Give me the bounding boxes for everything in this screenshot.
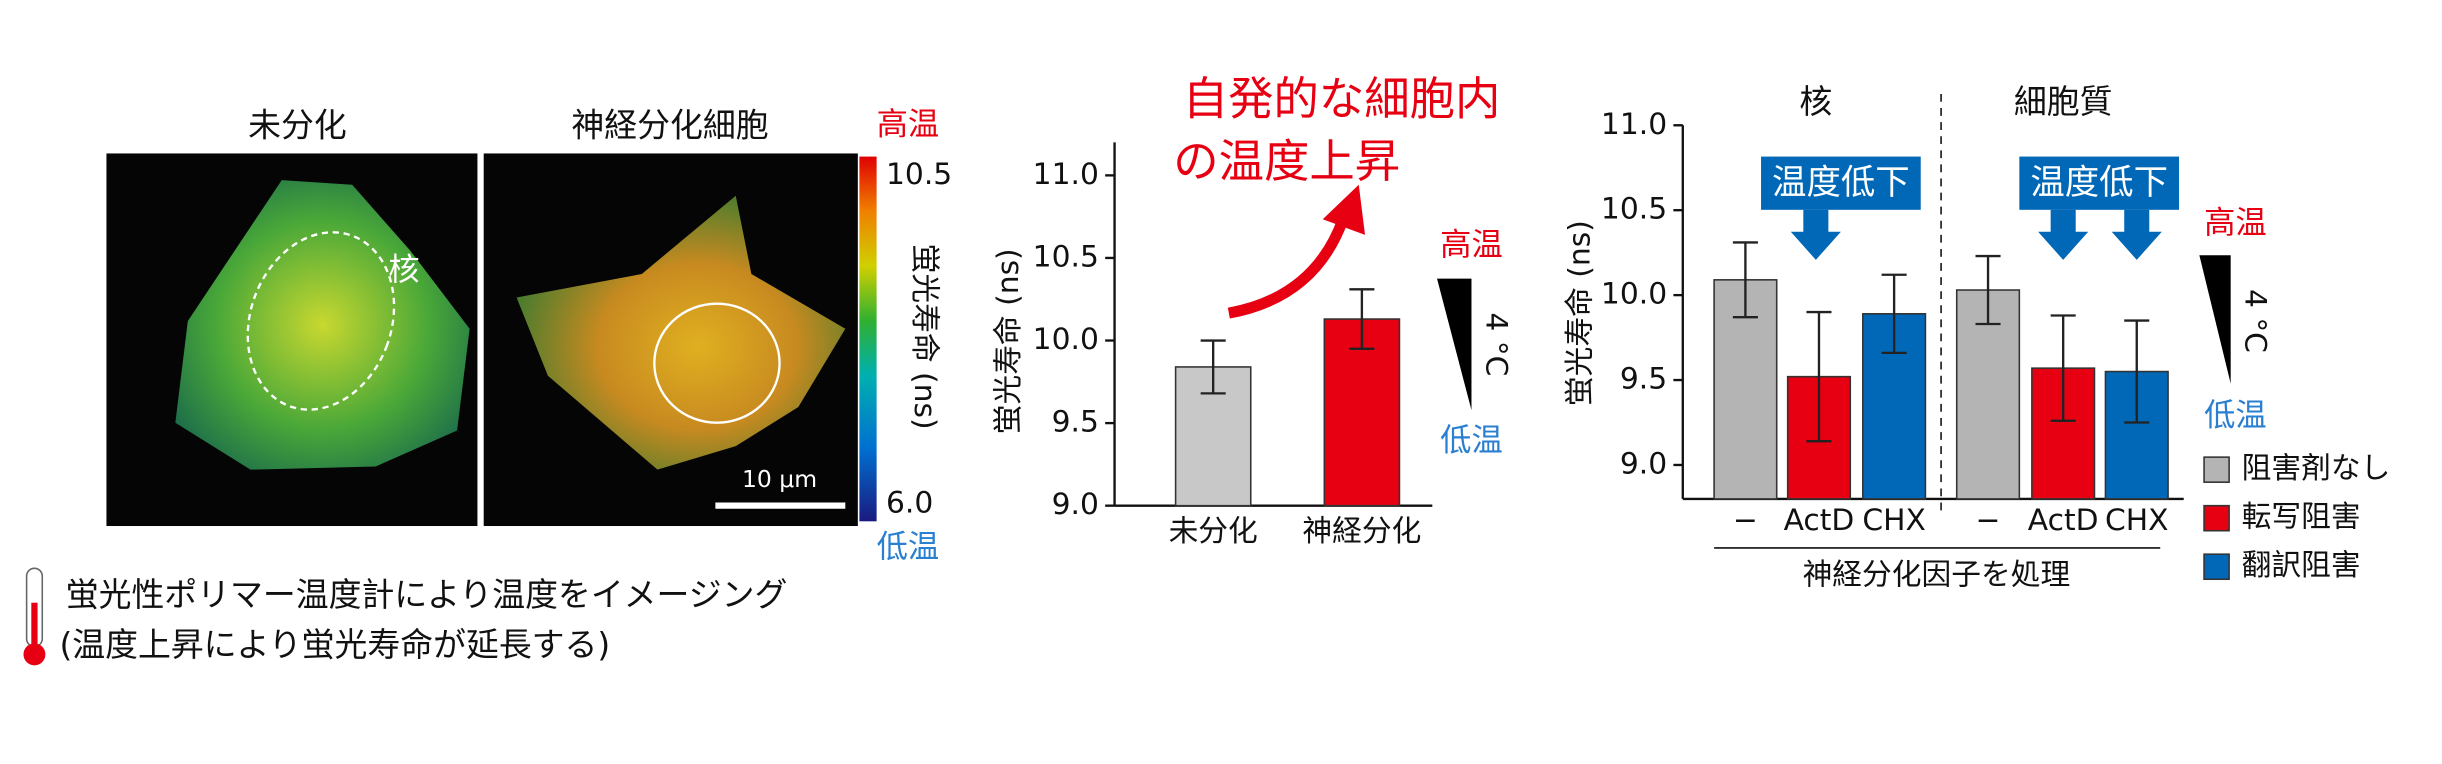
error-bar [1200, 339, 1226, 395]
error-bar [2124, 319, 2150, 424]
callout-arrow [2038, 209, 2089, 260]
x-axis-label: 神経分化因子を処理 [1803, 558, 2071, 593]
panel-label: 未分化 [248, 105, 347, 144]
legend-label: 転写阻害 [2242, 500, 2361, 535]
legend-swatch [2203, 504, 2230, 532]
error-bar [1975, 254, 2001, 326]
scale-delta: 4 °C [2238, 289, 2273, 353]
y-tick-label: 9.0 [1620, 446, 1667, 481]
y-tick-label: 11.0 [1601, 107, 1667, 142]
group-label: 細胞質 [2014, 82, 2113, 121]
caption: 蛍光性ポリマー温度計により温度をイメージング [66, 575, 788, 614]
callout-box [1761, 156, 1921, 210]
thermometer-icon [23, 567, 46, 666]
scale-high: 高温 [1440, 227, 1503, 263]
y-tick-label: 9.0 [1052, 487, 1099, 522]
error-bar [1881, 273, 1907, 355]
error-bar [1806, 310, 1832, 443]
colorbar-low: 低温 [877, 529, 940, 565]
callout-arrow [1790, 209, 1841, 260]
scale-bar-label: 10 μm [742, 465, 817, 493]
nucleus-outline [246, 231, 396, 411]
cell [175, 180, 470, 470]
legend-label: 阻害剤なし [2242, 451, 2391, 486]
legend-label: 翻訳阻害 [2242, 548, 2361, 583]
x-tick-label: 未分化 [1169, 514, 1258, 549]
nucleus-label: 核 [388, 252, 419, 288]
rise-arrow [1227, 217, 1349, 319]
x-tick-label: ActD [2028, 503, 2099, 538]
bar [1323, 318, 1401, 507]
legend-swatch [2203, 553, 2230, 581]
cell [516, 195, 846, 470]
x-tick-label: 神経分化 [1302, 514, 1421, 549]
nucleus-outline [653, 302, 781, 424]
annotation: の温度上昇 [1173, 135, 1400, 188]
callout-box [2019, 156, 2180, 210]
y-tick-label: 10.0 [1033, 322, 1099, 357]
y-tick-label: 10.5 [1601, 192, 1667, 227]
x-tick-label: CHX [2105, 503, 2168, 538]
scale-low: 低温 [2204, 397, 2267, 433]
error-bar [2050, 314, 2076, 422]
callout: 温度低下 [2030, 163, 2168, 203]
group-label: 核 [1799, 82, 1832, 121]
y-tick-label: 10.5 [1033, 239, 1099, 274]
colorbar-tick-label: 10.5 [886, 157, 952, 192]
bar [1955, 289, 2021, 500]
x-tick-label: CHX [1862, 503, 1925, 538]
scale-delta: 4 °C [1478, 312, 1513, 376]
colorbar [859, 156, 877, 522]
colorbar-tick-label: 6.0 [886, 486, 933, 521]
callout-arrow [2111, 209, 2162, 260]
caption: (温度上昇により蛍光寿命が延長する) [59, 625, 610, 664]
y-axis-label: 蛍光寿命 (ns) [991, 248, 1026, 434]
x-tick-label: − [1733, 503, 1758, 538]
scale-wedge [2199, 255, 2231, 384]
y-tick-label: 10.0 [1601, 277, 1667, 312]
legend-swatch [2203, 456, 2230, 483]
x-tick-label: ActD [1784, 503, 1855, 538]
y-axis-label: 蛍光寿命 (ns) [1563, 220, 1598, 406]
y-tick-label: 9.5 [1620, 362, 1667, 397]
colorbar-high: 高温 [877, 106, 940, 142]
annotation: 自発的な細胞内 [1183, 72, 1501, 125]
y-tick-label: 11.0 [1033, 157, 1099, 192]
error-bar [1349, 288, 1375, 350]
callout: 温度低下 [1772, 163, 1910, 203]
rise-arrow-head [1322, 184, 1366, 235]
scale-low: 低温 [1440, 422, 1503, 458]
y-tick-label: 9.5 [1052, 405, 1099, 440]
colorbar-label: 蛍光寿命 (ns) [907, 244, 942, 430]
scale-high: 高温 [2204, 205, 2267, 241]
panel-label: 神経分化細胞 [571, 105, 768, 144]
x-tick-label: − [1976, 503, 2001, 538]
scale-wedge [1437, 278, 1472, 411]
error-bar [1732, 241, 1758, 319]
